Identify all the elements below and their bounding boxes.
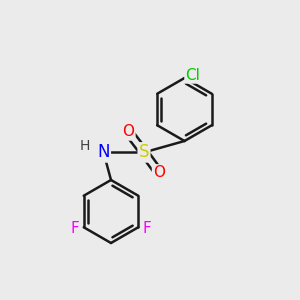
Text: N: N (97, 143, 110, 161)
Text: F: F (71, 221, 80, 236)
Text: O: O (153, 165, 165, 180)
Text: H: H (80, 140, 90, 153)
Text: O: O (122, 124, 134, 140)
Text: S: S (139, 143, 149, 161)
Text: Cl: Cl (185, 68, 200, 82)
Text: F: F (142, 221, 151, 236)
